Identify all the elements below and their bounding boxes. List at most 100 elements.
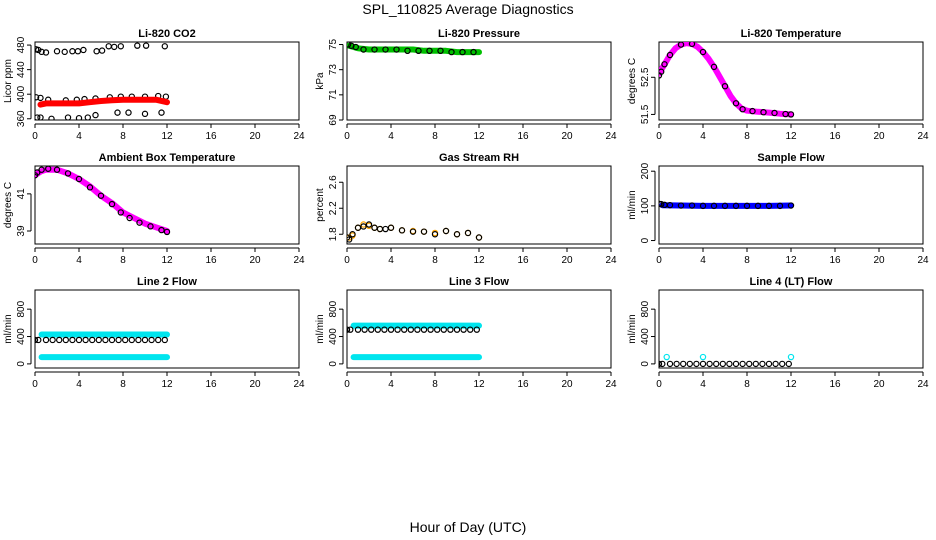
- data-point: [754, 202, 762, 210]
- data-point: [666, 201, 674, 209]
- x-tick-label: 8: [432, 131, 438, 142]
- x-tick-label: 16: [829, 379, 841, 390]
- x-tick-label: 16: [829, 131, 841, 142]
- x-tick-label: 12: [161, 255, 173, 266]
- data-point: [673, 360, 680, 368]
- plot-box: [34, 41, 300, 121]
- data-point: [713, 360, 720, 368]
- data-point: [92, 111, 99, 119]
- data-point: [53, 48, 61, 55]
- data-point: [69, 336, 76, 344]
- data-point: [37, 114, 44, 120]
- data-point: [401, 326, 408, 333]
- data-point: [35, 336, 39, 344]
- data-point: [420, 326, 428, 333]
- x-tick-label: 8: [120, 379, 126, 390]
- data-point: [475, 234, 483, 241]
- data-point: [746, 360, 753, 368]
- panel-title: Sample Flow: [757, 152, 825, 164]
- x-tick-label: 24: [293, 379, 305, 390]
- chart-panel-9: Line 4 (LT) Flow ml/min 0 4 8 12 16 20 24 0 400 800: [627, 276, 929, 390]
- x-tick-label: 16: [517, 379, 529, 390]
- data-point: [354, 224, 362, 231]
- plot-box: [346, 41, 612, 121]
- data-point: [732, 202, 740, 210]
- data-point: [772, 360, 779, 368]
- data-point: [154, 336, 162, 344]
- y-tick-label: 400: [640, 328, 651, 345]
- panel-title: Li-820 Temperature: [741, 28, 842, 40]
- x-tick-label: 0: [344, 255, 350, 266]
- data-point: [688, 202, 696, 209]
- x-tick-label: 24: [917, 131, 929, 142]
- data-point: [414, 326, 421, 333]
- plot-box: [658, 41, 924, 121]
- data-point: [360, 223, 367, 230]
- data-point: [677, 42, 685, 48]
- x-tick-label: 4: [700, 379, 706, 390]
- data-point: [117, 209, 125, 216]
- data-point: [688, 42, 696, 48]
- data-point: [75, 175, 83, 183]
- series-line: [659, 202, 794, 209]
- data-point: [699, 202, 707, 210]
- data-point: [721, 82, 729, 90]
- data-point: [407, 326, 414, 333]
- x-tick-label: 16: [205, 379, 217, 390]
- data-point: [426, 47, 433, 55]
- data-point: [347, 236, 353, 243]
- data-point: [117, 43, 125, 50]
- panel-title: Gas Stream RH: [439, 152, 519, 164]
- chart-panel-1: Li-820 CO2 Licor ppm 0 4 8 12 16 20 24 360 400 440 4…: [3, 28, 305, 142]
- data-point: [161, 336, 168, 344]
- data-point: [45, 166, 52, 172]
- x-tick-label: 24: [917, 255, 929, 266]
- x-tick-label: 12: [473, 255, 485, 266]
- data-point: [659, 360, 666, 368]
- data-point: [659, 360, 663, 368]
- y-tick-label: 0: [640, 237, 651, 243]
- x-tick-label: 20: [561, 255, 573, 266]
- data-point: [661, 61, 668, 68]
- plot-box: [658, 289, 924, 369]
- data-point: [135, 336, 142, 344]
- x-tick-label: 0: [32, 379, 38, 390]
- data-layer: [347, 322, 482, 361]
- data-point: [148, 336, 155, 344]
- data-point: [785, 360, 793, 368]
- plot-box: [34, 289, 300, 369]
- x-tick-label: 4: [76, 379, 82, 390]
- chart-panel-2: Li-820 Pressure kPa 0 4 8 12 16 20 24 69 71 73 75: [315, 28, 617, 142]
- data-point: [415, 47, 422, 55]
- x-tick-label: 16: [517, 131, 529, 142]
- figure-title: SPL_110825 Average Diagnostics: [362, 1, 573, 17]
- data-point: [35, 169, 41, 176]
- y-tick-label: 39: [16, 225, 27, 237]
- x-tick-label: 20: [249, 379, 261, 390]
- x-tick-label: 12: [785, 131, 797, 142]
- data-point: [374, 326, 381, 333]
- x-tick-label: 12: [473, 131, 485, 142]
- x-tick-label: 24: [917, 379, 929, 390]
- data-point: [125, 109, 132, 116]
- data-point: [114, 109, 121, 116]
- data-point: [749, 107, 756, 115]
- data-point: [732, 100, 740, 107]
- panel-title: Li-820 Pressure: [438, 28, 520, 40]
- x-tick-label: 4: [388, 131, 394, 142]
- data-point: [442, 227, 450, 235]
- data-layer: [347, 221, 483, 243]
- y-tick-label: 400: [16, 85, 27, 102]
- data-point: [48, 115, 55, 120]
- data-point: [387, 326, 395, 333]
- x-tick-label: 4: [700, 255, 706, 266]
- panel-title: Line 3 Flow: [449, 276, 509, 288]
- x-tick-label: 20: [873, 131, 885, 142]
- data-point: [382, 46, 389, 53]
- y-tick-label: 41: [16, 188, 27, 200]
- figure-x-axis-label: Hour of Day (UTC): [410, 519, 527, 535]
- y-tick-label: 71: [328, 89, 339, 101]
- data-point: [361, 326, 368, 333]
- data-point: [158, 226, 165, 234]
